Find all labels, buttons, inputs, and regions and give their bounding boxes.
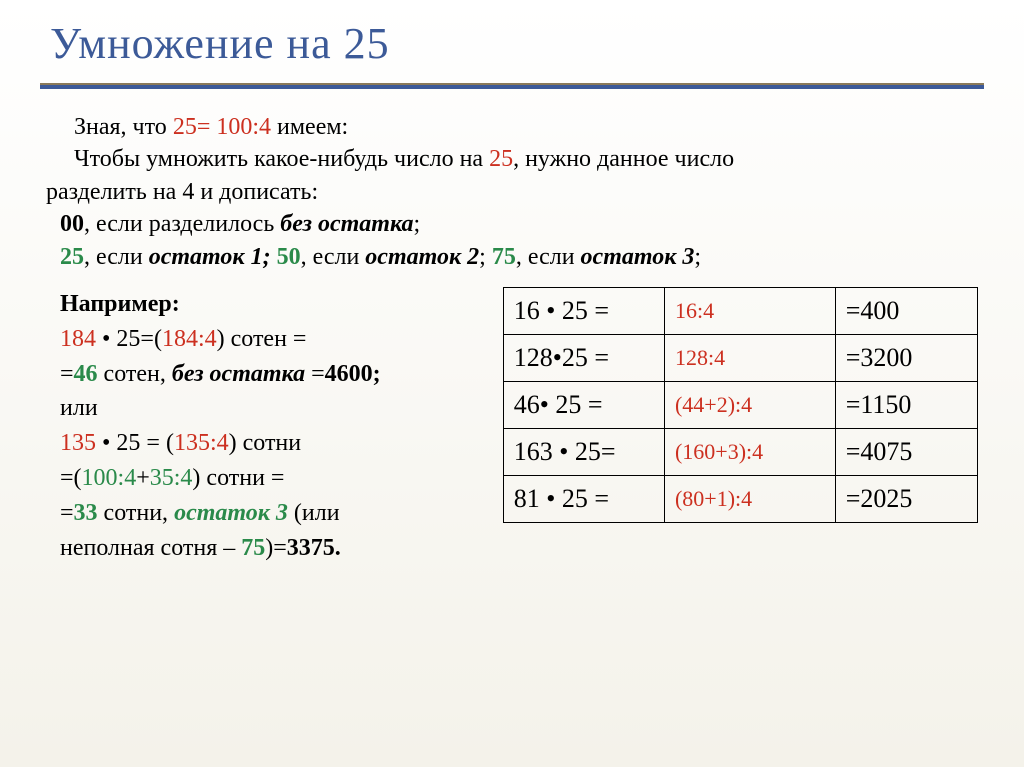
- table-block: 16 • 25 =16:4=400128•25 =128:4=320046• 2…: [503, 287, 978, 565]
- intro-l2c: , нужно данное число: [513, 146, 734, 172]
- hint-cell: (80+1):4: [664, 475, 835, 522]
- table-row: 163 • 25=(160+3):4=4075: [503, 428, 977, 475]
- ex-l7b: 75: [241, 535, 265, 561]
- expr-cell: 81 • 25 =: [503, 475, 664, 522]
- ex-l2c: сотен,: [98, 361, 172, 387]
- result-cell: =3200: [835, 334, 977, 381]
- intro-l5f: остаток 2: [365, 244, 479, 270]
- ex-l1c: 184: [162, 326, 198, 352]
- table-row: 46• 25 =(44+2):4=1150: [503, 381, 977, 428]
- ex-l6e: (или: [288, 500, 340, 526]
- hint-cell: (44+2):4: [664, 381, 835, 428]
- expr-cell: 128•25 =: [503, 334, 664, 381]
- ex-l1b: • 25=(: [96, 326, 162, 352]
- table-row: 81 • 25 =(80+1):4=2025: [503, 475, 977, 522]
- ex-l7a: неполная сотня –: [60, 535, 241, 561]
- table-row: 16 • 25 =16:4=400: [503, 287, 977, 334]
- ex-l7d: 3375.: [287, 535, 341, 561]
- intro-l4b: , если разделилось: [84, 211, 280, 237]
- ex-l5d: 35:4: [150, 465, 193, 491]
- intro-l5k: ;: [694, 244, 701, 270]
- intro-l5j: остаток 3: [581, 244, 695, 270]
- intro-l5d: 50: [271, 244, 301, 270]
- intro-l4d: ;: [414, 211, 421, 237]
- hint-cell: (160+3):4: [664, 428, 835, 475]
- intro-l5a: 25: [60, 244, 84, 270]
- ex-l6a: =: [60, 500, 74, 526]
- intro-l5b: , если: [84, 244, 149, 270]
- intro-l5h: 75: [492, 244, 516, 270]
- ex-l5e: ) сотни =: [192, 465, 284, 491]
- multiply-table: 16 • 25 =16:4=400128•25 =128:4=320046• 2…: [503, 287, 978, 523]
- page-title: Умножение на 25: [40, 18, 984, 69]
- intro-l2a: Чтобы умножить какое-нибудь число на: [74, 146, 489, 172]
- ex-l2d: без остатка: [172, 361, 305, 387]
- ex-l3: или: [46, 391, 485, 426]
- expr-cell: 46• 25 =: [503, 381, 664, 428]
- slide: Умножение на 25 Зная, что 25= 100:4 имее…: [0, 0, 1024, 767]
- result-cell: =400: [835, 287, 977, 334]
- hint-cell: 128:4: [664, 334, 835, 381]
- divider: [40, 83, 984, 89]
- ex-l4b: • 25 = (: [96, 430, 174, 456]
- intro-l1a: Зная, что: [74, 114, 173, 140]
- ex-l2f: 4600;: [325, 361, 381, 387]
- intro-l2b: 25: [489, 146, 513, 172]
- example-block: Например: 184 • 25=(184:4) сотен = =46 с…: [46, 287, 485, 565]
- ex-l5b: 100:4: [82, 465, 137, 491]
- intro-l5c: остаток 1;: [149, 244, 271, 270]
- ex-l2a: =: [60, 361, 74, 387]
- example-heading: Например:: [46, 287, 485, 322]
- ex-l1a: 184: [60, 326, 96, 352]
- ex-l2b: 46: [74, 361, 98, 387]
- ex-l1d: :4: [198, 326, 217, 352]
- intro-l5e: , если: [301, 244, 366, 270]
- ex-l6d: остаток 3: [174, 500, 288, 526]
- table-row: 128•25 =128:4=3200: [503, 334, 977, 381]
- ex-l7c: )=: [265, 535, 287, 561]
- result-cell: =4075: [835, 428, 977, 475]
- ex-l5c: +: [136, 465, 150, 491]
- result-cell: =1150: [835, 381, 977, 428]
- ex-l6b: 33: [74, 500, 98, 526]
- ex-l4c: 135:4: [174, 430, 229, 456]
- content-columns: Например: 184 • 25=(184:4) сотен = =46 с…: [40, 287, 984, 565]
- ex-l1e: ) сотен =: [217, 326, 307, 352]
- ex-l4a: 135: [60, 430, 96, 456]
- expr-cell: 16 • 25 =: [503, 287, 664, 334]
- intro-l1c: имеем:: [271, 114, 348, 140]
- ex-l6c: сотни,: [98, 500, 175, 526]
- intro-text: Зная, что 25= 100:4 имеем: Чтобы умножит…: [40, 111, 984, 273]
- intro-l4c: без остатка: [280, 211, 413, 237]
- intro-l1b: 25= 100:4: [173, 114, 271, 140]
- result-cell: =2025: [835, 475, 977, 522]
- ex-l5a: =(: [60, 465, 82, 491]
- intro-l4a: 00: [60, 211, 84, 237]
- intro-l5g: ;: [479, 244, 492, 270]
- intro-l5i: , если: [516, 244, 581, 270]
- intro-l3: разделить на 4 и дописать:: [46, 179, 318, 205]
- hint-cell: 16:4: [664, 287, 835, 334]
- ex-l2e: =: [305, 361, 325, 387]
- expr-cell: 163 • 25=: [503, 428, 664, 475]
- ex-l4d: ) сотни: [229, 430, 302, 456]
